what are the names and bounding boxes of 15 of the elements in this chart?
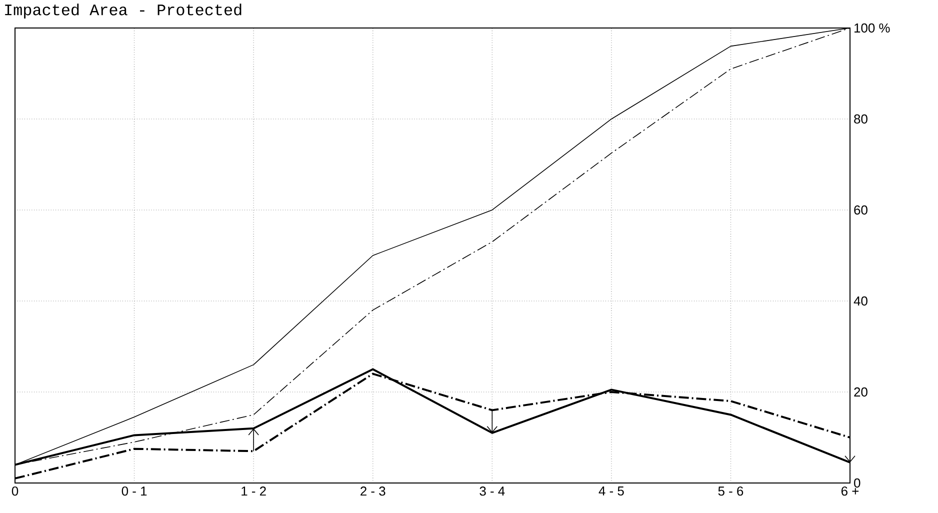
y-tick-label: 0 (854, 478, 860, 488)
x-tick-label: 2 - 3 (360, 486, 386, 496)
y-tick-label: 100 % (854, 23, 890, 33)
x-tick-label: 0 (12, 486, 18, 496)
y-tick-label: 80 (854, 114, 868, 124)
chart-title: Impacted Area - Protected (5, 4, 242, 18)
x-tick-label: 0 - 1 (122, 486, 147, 496)
x-tick-label: 5 - 6 (718, 486, 744, 496)
y-tick-label: 60 (854, 205, 868, 215)
x-tick-label: 4 - 5 (598, 486, 624, 496)
y-tick-label: 40 (854, 296, 868, 306)
x-tick-label: 6 + (841, 486, 859, 496)
x-tick-label: 3 - 4 (480, 486, 505, 496)
y-tick-label: 20 (854, 387, 868, 397)
x-tick-label: 1 - 2 (242, 486, 266, 496)
